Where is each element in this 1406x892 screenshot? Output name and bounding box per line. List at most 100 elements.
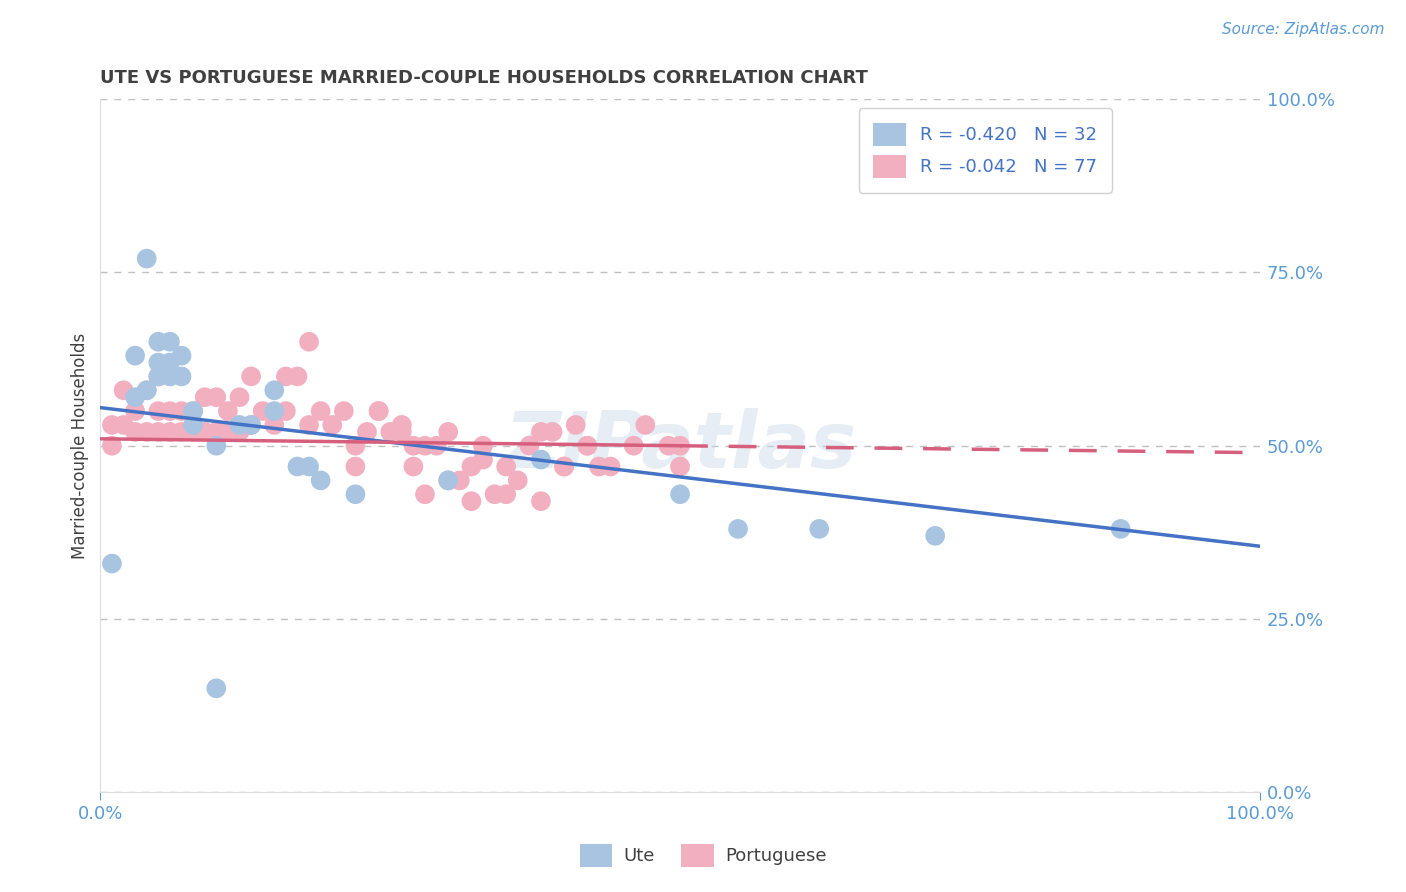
Point (367, 404, 389, 418)
Text: UTE VS PORTUGUESE MARRIED-COUPLE HOUSEHOLDS CORRELATION CHART: UTE VS PORTUGUESE MARRIED-COUPLE HOUSEHO… (100, 69, 869, 87)
Point (159, 355, 181, 369)
Point (181, 425, 204, 439)
Point (402, 459, 425, 474)
Legend: Ute, Portuguese: Ute, Portuguese (572, 837, 834, 874)
Point (217, 404, 239, 418)
Point (576, 439, 599, 453)
Point (460, 494, 482, 508)
Point (367, 404, 389, 418)
Point (228, 417, 250, 432)
Point (181, 404, 204, 418)
Point (924, 529, 946, 543)
Point (437, 425, 460, 439)
Point (159, 369, 181, 384)
Point (124, 425, 146, 439)
Point (252, 404, 274, 418)
Point (333, 404, 356, 418)
Point (112, 384, 135, 398)
Point (588, 459, 610, 474)
Point (426, 439, 449, 453)
Point (530, 452, 553, 467)
Point (391, 425, 413, 439)
Point (240, 417, 263, 432)
Point (413, 487, 436, 501)
Point (101, 557, 124, 571)
Point (564, 417, 586, 432)
Point (228, 390, 250, 404)
Point (495, 459, 517, 474)
Point (298, 334, 321, 349)
Point (135, 384, 157, 398)
Point (344, 459, 367, 474)
Point (495, 487, 517, 501)
Point (309, 474, 332, 488)
Point (112, 417, 135, 432)
Point (391, 417, 413, 432)
Point (101, 417, 124, 432)
Point (159, 334, 181, 349)
Point (148, 425, 170, 439)
Point (530, 425, 553, 439)
Point (101, 439, 124, 453)
Point (449, 474, 471, 488)
Point (669, 439, 692, 453)
Point (170, 349, 193, 363)
Point (576, 439, 599, 453)
Point (380, 425, 402, 439)
Point (205, 425, 228, 439)
Point (727, 522, 749, 536)
Point (530, 494, 553, 508)
Point (148, 334, 170, 349)
Point (274, 404, 297, 418)
Point (170, 369, 193, 384)
Point (194, 390, 217, 404)
Point (263, 384, 285, 398)
Point (599, 459, 621, 474)
Point (240, 369, 263, 384)
Point (181, 404, 204, 418)
Point (240, 417, 263, 432)
Point (517, 439, 540, 453)
Point (135, 252, 157, 266)
Point (181, 417, 204, 432)
Point (135, 384, 157, 398)
Point (657, 439, 679, 453)
Point (437, 474, 460, 488)
Point (472, 439, 495, 453)
Point (356, 425, 378, 439)
Point (124, 390, 146, 404)
Point (287, 369, 309, 384)
Point (205, 681, 228, 696)
Point (298, 459, 321, 474)
Point (124, 404, 146, 418)
Point (228, 425, 250, 439)
Point (553, 459, 575, 474)
Point (344, 439, 367, 453)
Point (274, 369, 297, 384)
Point (159, 404, 181, 418)
Point (309, 404, 332, 418)
Point (402, 439, 425, 453)
Y-axis label: Married-couple Households: Married-couple Households (72, 333, 89, 559)
Point (263, 404, 285, 418)
Point (484, 487, 506, 501)
Point (148, 369, 170, 384)
Point (506, 474, 529, 488)
Point (135, 425, 157, 439)
Text: ZIPatlas: ZIPatlas (503, 408, 856, 483)
Point (437, 474, 460, 488)
Point (159, 425, 181, 439)
Point (623, 439, 645, 453)
Point (460, 459, 482, 474)
Point (170, 425, 193, 439)
Point (321, 417, 343, 432)
Point (217, 425, 239, 439)
Point (669, 487, 692, 501)
Point (148, 369, 170, 384)
Point (634, 417, 657, 432)
Point (124, 349, 146, 363)
Point (298, 417, 321, 432)
Point (808, 522, 831, 536)
Point (205, 439, 228, 453)
Point (1109, 522, 1132, 536)
